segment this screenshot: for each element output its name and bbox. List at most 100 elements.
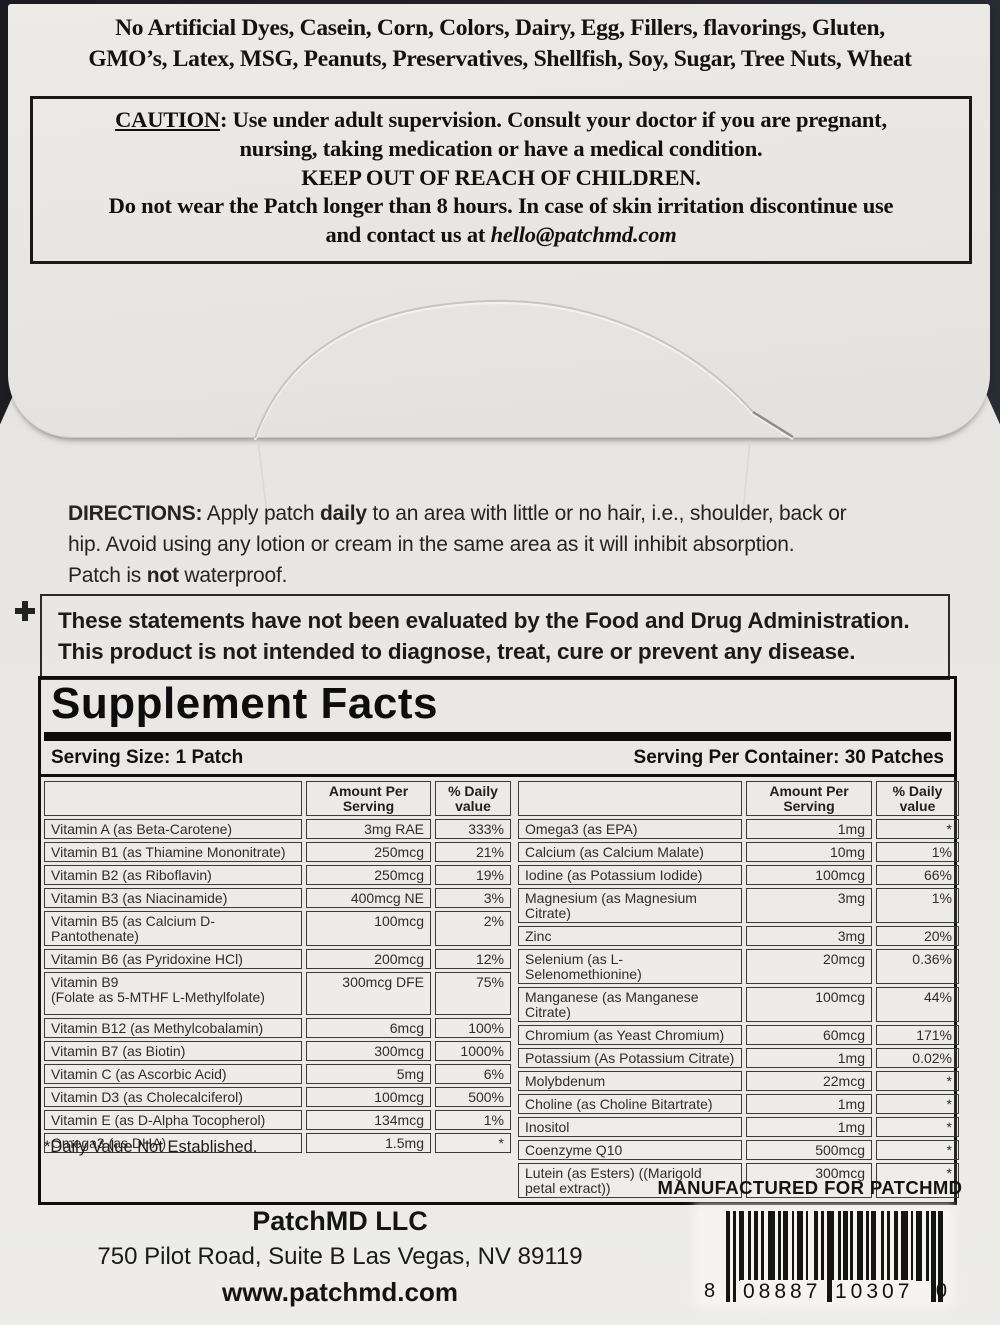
nutrient-name: Vitamin B12 (as Methylcobalamin) [44, 1018, 302, 1039]
nutrient-name: Vitamin B2 (as Riboflavin) [44, 865, 302, 886]
barcode-bar [821, 1211, 824, 1281]
nutrient-row: Omega3 (as EPA) 1mg * [518, 819, 959, 840]
nutrient-name: Coenzyme Q10 [518, 1140, 742, 1161]
nutrient-table-right: Amount Per Serving% Daily value Omega3 (a… [518, 781, 959, 1199]
barcode-bar [900, 1211, 908, 1281]
nutrient-name: Potassium (As Potassium Citrate) [518, 1048, 742, 1069]
header-empty-cell [44, 781, 302, 817]
nutrient-name: Selenium (as L-Selenomethionine) [518, 949, 742, 985]
barcode-bar [871, 1211, 876, 1281]
nutrient-amount: 22mcg [746, 1071, 872, 1092]
nutrient-daily-value: * [876, 1094, 959, 1115]
caution-line-3: KEEP OUT OF REACH OF CHILDREN. [301, 164, 701, 190]
nutrient-daily-value: * [876, 1163, 959, 1199]
nutrient-daily-value: 500% [435, 1087, 511, 1108]
nutrient-row: Inositol 1mg * [518, 1117, 959, 1138]
nutrient-row: Vitamin B9 (Folate as 5-MTHF L-Methylfola… [44, 972, 511, 1016]
title-divider-bar [44, 732, 951, 742]
nutrient-daily-value: 75% [435, 972, 511, 1016]
barcode-bar [791, 1211, 795, 1281]
nutrient-daily-value: 100% [435, 1018, 511, 1039]
barcode-bar [760, 1211, 764, 1281]
directions-label: DIRECTIONS: [68, 502, 203, 525]
serving-row: Serving Size: 1 Patch Serving Per Contai… [41, 741, 954, 778]
nutrient-row: Vitamin C (as Ascorbic Acid) 5mg 6% [44, 1064, 511, 1085]
barcode-bar [738, 1211, 745, 1281]
nutrient-name: Inositol [518, 1117, 742, 1138]
nutrient-name: Vitamin B1 (as Thiamine Mononitrate) [44, 842, 302, 863]
nutrient-row: Magnesium (as Magnesium Citrate) 3mg 1% [518, 888, 959, 924]
company-name: PatchMD LLC [252, 1206, 428, 1236]
nutrient-amount: 3mg [746, 926, 872, 947]
nutrient-amount: 1mg [746, 819, 872, 840]
contact-email: hello@patchmd.com [490, 222, 677, 248]
nutrient-name: Vitamin D3 (as Cholecalciferol) [44, 1087, 302, 1108]
nutrient-amount: 3mg RAE [306, 819, 431, 840]
caution-box: CAUTION: Use under adult supervision. Co… [30, 96, 972, 264]
nutrient-daily-value: 2% [435, 911, 511, 947]
header-daily-value: % Daily value [876, 781, 959, 817]
nutrient-name: Chromium (as Yeast Chromium) [518, 1025, 742, 1046]
nutrient-name: Vitamin C (as Ascorbic Acid) [44, 1064, 302, 1085]
nutrient-row: Vitamin B5 (as Calcium D-Pantothenate) 10… [44, 911, 511, 947]
nutrient-name: Omega3 (as DHA) [44, 1133, 302, 1154]
nutrient-row: Manganese (as Manganese Citrate) 100mcg 44… [518, 987, 959, 1023]
barcode-bar [732, 1211, 736, 1302]
barcode-bar [826, 1211, 834, 1302]
nutrient-amount: 300mcg [746, 1163, 872, 1199]
nutrient-row: Vitamin B3 (as Niacinamide) 400mcg NE 3% [44, 888, 511, 909]
directions-line-3: Patch is not waterproof. [68, 563, 288, 587]
header-amount-per-serving: Amount Per Serving [306, 781, 431, 817]
nutrient-row: Coenzyme Q10 500mcg * [518, 1140, 959, 1161]
nutrient-row: Choline (as Choline Bitartrate) 1mg * [518, 1094, 959, 1115]
caution-line-1: CAUTION: Use under adult supervision. Co… [115, 107, 887, 132]
barcode-bar [893, 1211, 898, 1281]
barcode-bar [837, 1211, 841, 1302]
nutrient-row: Vitamin B2 (as Riboflavin) 250mcg 19% [44, 865, 511, 886]
nutrient-name: Lutein (as Esters) ((Marigold petal extr… [518, 1163, 742, 1199]
nutrient-name: Magnesium (as Magnesium Citrate) [518, 888, 742, 924]
manufactured-for-label: MANUFACTURED FOR PATCHMD [657, 1177, 963, 1198]
website-url: www.patchmd.com [222, 1277, 458, 1307]
nutrient-name: Zinc [518, 926, 742, 947]
nutrient-name: Iodine (as Potassium Iodide) [518, 865, 742, 886]
barcode-bar [767, 1211, 775, 1281]
nutrient-amount: 1mg [746, 1094, 872, 1115]
nutrient-name: Vitamin B9 (Folate as 5-MTHF L-Methylfola… [44, 972, 302, 1016]
barcode-bar [726, 1211, 731, 1302]
header-empty-cell [518, 781, 742, 817]
nutrient-amount: 400mcg NE [306, 888, 431, 909]
allergen-statement: No Artificial Dyes, Casein, Corn, Colors… [25, 13, 975, 74]
nutrient-amount: 10mg [746, 842, 872, 863]
nutrient-row: Zinc 3mg 20% [518, 926, 959, 947]
barcode-bar [865, 1211, 869, 1281]
company-address: 750 Pilot Road, Suite B Las Vegas, NV 89… [97, 1243, 583, 1270]
nutrient-amount: 100mcg [306, 1087, 431, 1108]
upc-barcode: 8 08887 10307 0 [698, 1209, 950, 1304]
barcode-bar [910, 1211, 914, 1281]
nutrient-amount: 1mg [746, 1117, 872, 1138]
barcode-bar [886, 1211, 890, 1281]
nutrient-daily-value: * [876, 819, 959, 840]
table-header-row: Amount Per Serving% Daily value [518, 781, 959, 817]
nutrient-tables: Amount Per Serving% Daily value Vitamin A… [41, 777, 959, 1202]
nutrient-daily-value: 44% [876, 987, 959, 1023]
header-amount-per-serving: Amount Per Serving [746, 781, 872, 817]
nutrient-daily-value: 1% [435, 1110, 511, 1131]
caution-line-4: Do not wear the Patch longer than 8 hour… [108, 193, 894, 219]
nutrient-amount: 500mcg [746, 1140, 872, 1161]
nutrient-daily-value: 19% [435, 865, 511, 886]
nutrient-daily-value: 3% [435, 888, 511, 909]
caution-line-5: and contact us at hello@patchmd.com [325, 222, 677, 248]
directions-line-2: hip. Avoid using any lotion or cream in … [68, 532, 795, 556]
allergen-line-1: No Artificial Dyes, Casein, Corn, Colors… [115, 15, 885, 41]
nutrient-row: Omega3 (as DHA) 1.5mg * [44, 1133, 511, 1154]
nutrient-amount: 134mcg [306, 1110, 431, 1131]
nutrient-row: Chromium (as Yeast Chromium) 60mcg 171% [518, 1025, 959, 1046]
nutrient-amount: 200mcg [306, 949, 431, 970]
barcode-bar [850, 1211, 854, 1281]
nutrient-name: Vitamin E (as D-Alpha Tocopherol) [44, 1110, 302, 1131]
barcode-digit-group-1: 08887 [740, 1280, 825, 1304]
nutrient-daily-value: 12% [435, 949, 511, 970]
